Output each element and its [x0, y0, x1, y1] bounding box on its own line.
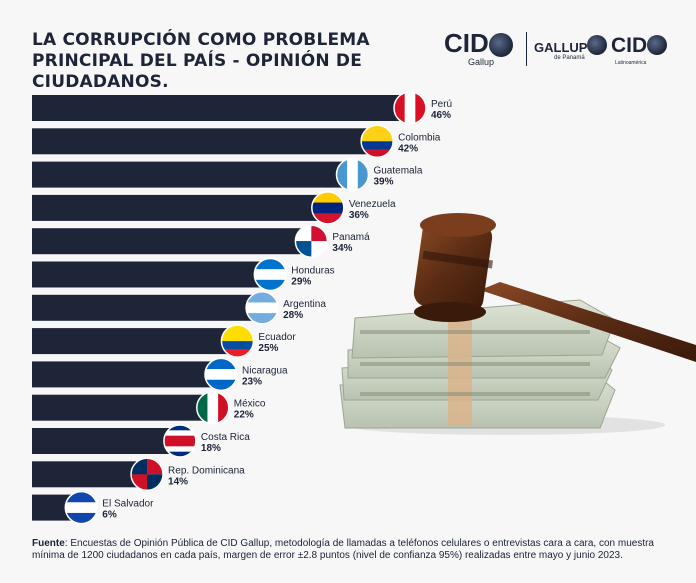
flag-ring	[204, 357, 238, 392]
gallup-panama-logo-sub: de Panamá	[554, 55, 585, 61]
value-label: 18%	[201, 443, 221, 454]
value-label: 23%	[242, 376, 262, 387]
value-label: 39%	[373, 177, 393, 188]
flag-ring	[253, 257, 288, 292]
category-label: Venezuela	[349, 199, 396, 210]
flag-ring	[335, 157, 370, 192]
value-label: 46%	[431, 110, 451, 121]
value-label: 6%	[102, 510, 117, 521]
gavel-on-money-icon	[339, 213, 696, 435]
bar-colombia	[32, 128, 378, 155]
gallup-panama-logo-main: GALLUP	[534, 40, 588, 56]
flag-ring	[245, 291, 279, 325]
cid-latinoamerica-logo-main: CID	[611, 34, 648, 57]
source-label: Fuente	[32, 538, 65, 549]
category-label: Colombia	[398, 132, 441, 143]
argentina-flag-icon	[246, 291, 279, 324]
flag-ring	[163, 424, 197, 458]
bar-nicaragua	[32, 361, 221, 388]
category-label: El Salvador	[102, 499, 154, 510]
category-label: Guatemala	[373, 166, 422, 177]
source-note: Fuente: Encuestas de Opinión Pública de …	[32, 538, 672, 561]
guatemala-flag-icon	[336, 158, 369, 191]
mexico-flag-icon	[196, 391, 229, 424]
cid-gallup-logo: CID Gallup	[444, 28, 513, 67]
bar-costa-rica	[32, 428, 180, 454]
value-label: 28%	[283, 310, 303, 321]
colombia-flag-icon	[361, 125, 394, 158]
value-label: 36%	[349, 210, 369, 221]
category-label: Perú	[431, 99, 452, 110]
dominican-republic-flag-icon	[131, 458, 164, 491]
category-label: Nicaragua	[242, 365, 288, 376]
flag-ring	[64, 490, 99, 525]
chart-title: LA CORRUPCIÓN COMO PROBLEMA PRINCIPAL DE…	[32, 30, 370, 92]
flag-ring	[196, 390, 230, 425]
bar-argentina	[32, 294, 263, 321]
venezuela-flag-icon	[311, 191, 344, 224]
bar-panam-	[32, 228, 312, 255]
cid-gallup-logo-main: CID	[444, 28, 489, 58]
flag-ring	[130, 457, 164, 492]
bar-honduras	[32, 261, 271, 288]
bar-guatemala	[32, 161, 353, 188]
category-label: Costa Rica	[201, 432, 250, 443]
el-salvador-flag-icon	[65, 491, 98, 524]
globe-icon	[587, 35, 608, 55]
bar-venezuela	[32, 194, 328, 221]
flag-ring	[220, 324, 255, 358]
nicaragua-flag-icon	[205, 358, 237, 391]
bar-m-xico	[32, 394, 213, 421]
category-label: Argentina	[283, 299, 326, 310]
bar-ecuador	[32, 328, 238, 355]
logo-divider	[526, 32, 527, 66]
source-text: : Encuestas de Opinión Pública de CID Ga…	[32, 538, 654, 561]
value-label: 14%	[168, 476, 188, 487]
category-label: Panamá	[332, 232, 370, 243]
ecuador-flag-icon	[221, 325, 254, 358]
value-label: 34%	[332, 243, 352, 254]
gavel	[413, 213, 696, 362]
honduras-flag-icon	[254, 258, 287, 291]
flag-ring	[294, 224, 329, 258]
cid-gallup-logo-sub: Gallup	[468, 57, 495, 67]
category-label: Honduras	[291, 266, 334, 277]
gallup-panama-logo: GALLUP de Panamá	[534, 35, 608, 61]
costa-rica-flag-icon	[163, 425, 196, 457]
bar-rep-dominicana	[32, 461, 148, 488]
globe-icon	[488, 32, 513, 57]
value-label: 25%	[258, 343, 278, 354]
category-label: Rep. Dominicana	[168, 465, 245, 476]
value-label: 22%	[234, 410, 254, 421]
flag-ring	[311, 191, 345, 225]
cid-latinoamerica-logo-sub: Latinoamérica	[615, 60, 647, 66]
flag-ring	[360, 124, 394, 159]
peru-flag-icon	[394, 92, 426, 124]
category-label: México	[234, 399, 266, 410]
category-label: Ecuador	[258, 332, 296, 343]
value-label: 29%	[291, 277, 311, 288]
cid-latinoamerica-logo: CID Latinoamérica	[611, 34, 668, 66]
logos: CID Gallup GALLUP de Panamá CID Latinoam…	[444, 28, 684, 72]
value-label: 42%	[398, 143, 418, 154]
globe-icon	[647, 34, 668, 55]
bar-per-	[32, 95, 410, 121]
flag-ring	[393, 91, 427, 125]
